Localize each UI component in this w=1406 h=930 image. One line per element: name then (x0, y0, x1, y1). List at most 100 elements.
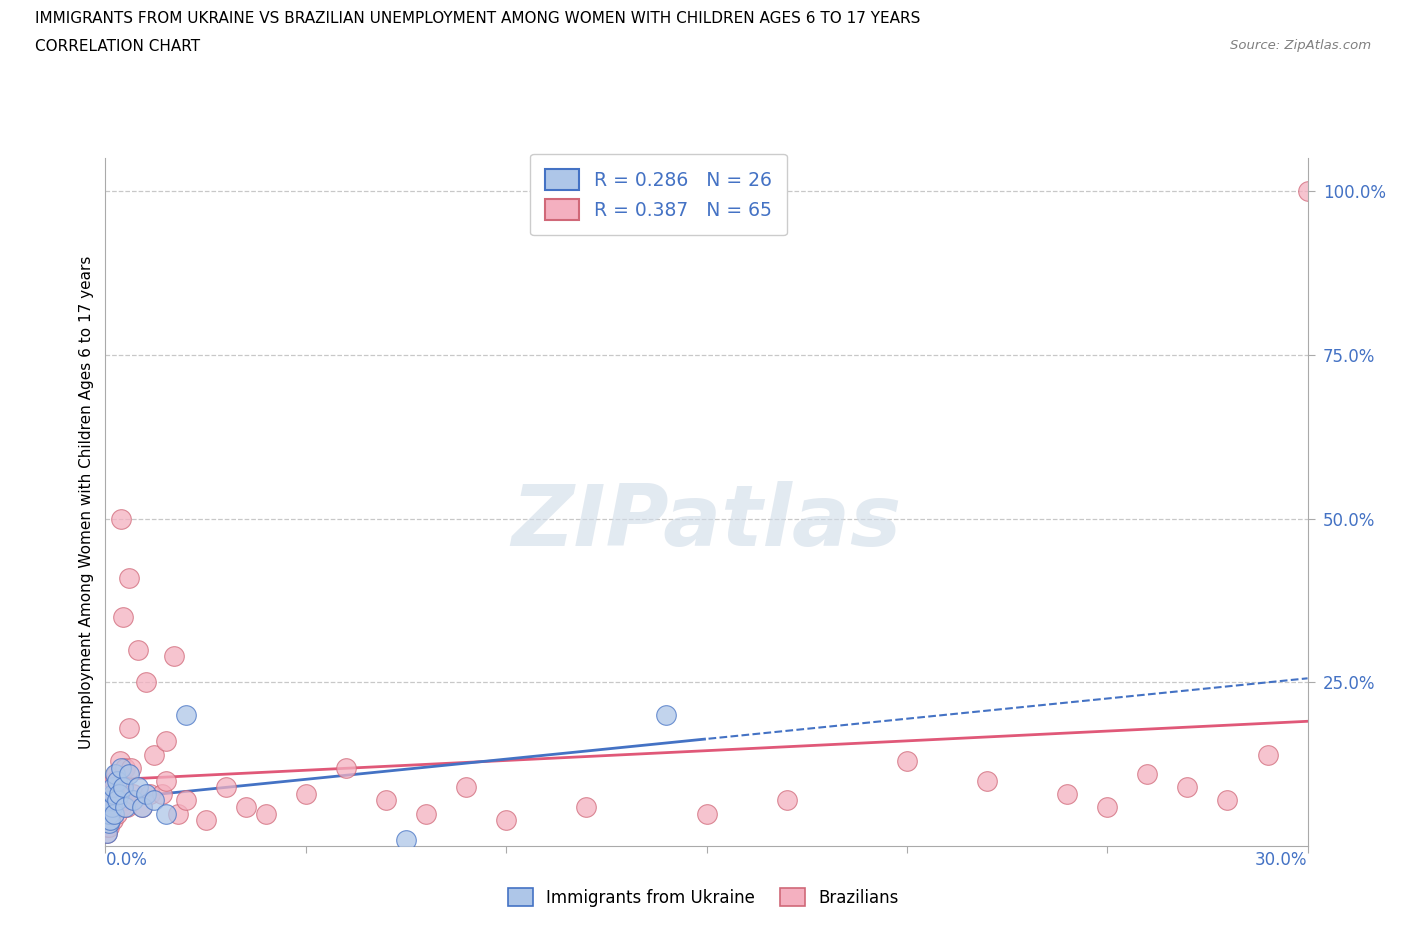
Point (696, 806, 718, 821)
Point (374, 793, 398, 808)
Point (235, 800, 257, 815)
Point (112, 609, 135, 624)
Point (1216, 793, 1239, 808)
Point (97, 806, 120, 821)
Point (162, 649, 184, 664)
Point (103, 780, 125, 795)
Point (415, 806, 437, 821)
Point (104, 766, 127, 781)
Text: 30.0%: 30.0% (1256, 851, 1308, 869)
Point (976, 774, 998, 789)
Point (1175, 780, 1198, 795)
Point (114, 793, 136, 808)
Point (105, 793, 128, 808)
Point (100, 806, 122, 821)
Point (142, 793, 165, 808)
Point (118, 721, 141, 736)
Point (495, 813, 517, 828)
Legend: Immigrants from Ukraine, Brazilians: Immigrants from Ukraine, Brazilians (499, 880, 907, 915)
Point (135, 787, 157, 802)
Point (122, 787, 145, 802)
Point (101, 793, 124, 808)
Point (110, 800, 132, 815)
Point (335, 760, 357, 775)
Point (100, 793, 122, 808)
Point (105, 793, 128, 808)
Point (114, 760, 136, 775)
Legend: R = 0.286   N = 26, R = 0.387   N = 65: R = 0.286 N = 26, R = 0.387 N = 65 (530, 153, 787, 235)
Point (135, 675, 157, 690)
Point (295, 787, 318, 802)
Point (117, 800, 139, 815)
Point (96, 826, 118, 841)
Point (254, 806, 277, 821)
Point (138, 787, 160, 802)
Point (131, 800, 153, 815)
Text: 0.0%: 0.0% (105, 851, 148, 869)
Point (1056, 787, 1078, 802)
Point (98, 806, 121, 821)
Point (122, 793, 145, 808)
Point (110, 753, 132, 768)
Point (96, 826, 118, 841)
Point (101, 800, 124, 815)
Point (107, 774, 129, 789)
Point (110, 512, 132, 526)
Text: Source: ZipAtlas.com: Source: ZipAtlas.com (1230, 39, 1371, 52)
Point (114, 800, 136, 815)
Point (98, 800, 121, 815)
Point (101, 787, 124, 802)
Point (1257, 747, 1279, 762)
Text: CORRELATION CHART: CORRELATION CHART (35, 39, 200, 54)
Point (896, 753, 918, 768)
Point (111, 774, 134, 789)
Point (110, 760, 132, 775)
Point (395, 832, 418, 847)
Point (104, 800, 127, 815)
Point (1296, 183, 1319, 198)
Point (155, 734, 177, 749)
Point (98, 813, 121, 828)
Text: ZIPatlas: ZIPatlas (512, 482, 901, 565)
Point (108, 787, 131, 802)
Point (127, 780, 149, 795)
Point (98, 819, 121, 834)
Point (194, 813, 217, 828)
Point (101, 780, 124, 795)
Point (118, 570, 141, 585)
Point (96, 819, 118, 834)
Point (103, 806, 125, 821)
Point (107, 780, 129, 795)
Point (655, 708, 678, 723)
Point (105, 766, 128, 781)
Point (108, 787, 131, 802)
Point (155, 774, 177, 789)
Point (97, 816, 120, 830)
Point (121, 760, 143, 775)
Text: IMMIGRANTS FROM UKRAINE VS BRAZILIAN UNEMPLOYMENT AMONG WOMEN WITH CHILDREN AGES: IMMIGRANTS FROM UKRAINE VS BRAZILIAN UNE… (35, 11, 921, 26)
Point (150, 787, 173, 802)
Point (107, 806, 129, 821)
Point (104, 787, 127, 802)
Point (1136, 766, 1159, 781)
Point (97, 813, 120, 828)
Point (174, 708, 197, 723)
Point (456, 780, 478, 795)
Point (1316, 760, 1339, 775)
Point (1097, 800, 1119, 815)
Point (103, 774, 125, 789)
Point (103, 813, 125, 828)
Point (174, 793, 197, 808)
Point (118, 766, 141, 781)
Point (100, 787, 122, 802)
Point (131, 800, 153, 815)
Point (127, 643, 149, 658)
Point (142, 747, 165, 762)
Point (112, 780, 135, 795)
Point (155, 806, 177, 821)
Point (575, 800, 598, 815)
Point (776, 793, 799, 808)
Y-axis label: Unemployment Among Women with Children Ages 6 to 17 years: Unemployment Among Women with Children A… (79, 256, 94, 749)
Point (166, 806, 188, 821)
Point (214, 780, 236, 795)
